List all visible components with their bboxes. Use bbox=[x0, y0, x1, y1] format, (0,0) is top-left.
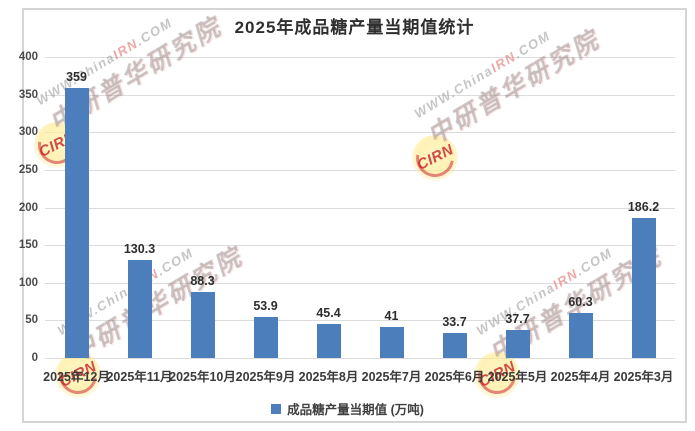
y-axis-tick-label: 50 bbox=[25, 314, 38, 327]
gridline bbox=[45, 169, 675, 171]
y-axis-tick-label: 150 bbox=[18, 239, 38, 252]
bar bbox=[505, 329, 530, 358]
bar-value-label: 88.3 bbox=[190, 273, 215, 288]
legend-label: 成品糖产量当期值 (万吨) bbox=[287, 403, 424, 417]
x-axis-category-label: 2025年6月 bbox=[424, 370, 485, 384]
x-axis-category-label: 2025年4月 bbox=[550, 370, 611, 384]
y-axis-tick-label: 300 bbox=[18, 126, 38, 139]
gridline bbox=[45, 94, 675, 96]
bar-series bbox=[45, 57, 675, 358]
bar-value-label: 359 bbox=[66, 69, 87, 84]
bar bbox=[442, 332, 467, 358]
x-axis-category-label: 2025年7月 bbox=[361, 370, 422, 384]
gridline bbox=[45, 132, 675, 134]
y-axis-tick-label: 0 bbox=[31, 352, 38, 364]
gridline bbox=[45, 207, 675, 209]
bar bbox=[379, 327, 404, 358]
legend: 成品糖产量当期值 (万吨) bbox=[0, 399, 695, 418]
y-axis-tick-label: 250 bbox=[18, 163, 38, 176]
x-axis-category-label: 2025年12月 bbox=[43, 370, 110, 384]
gridline-layer bbox=[45, 57, 675, 359]
x-axis-category-label: 2025年11月 bbox=[106, 370, 173, 384]
bar bbox=[316, 323, 341, 358]
bar bbox=[64, 87, 89, 358]
chart-title: 2025年成品糖产量当期值统计 bbox=[234, 18, 475, 37]
bar bbox=[127, 259, 152, 358]
bar-value-label: 60.3 bbox=[568, 294, 593, 309]
x-axis-category-label: 2025年8月 bbox=[298, 370, 359, 384]
y-axis-tick-label: 350 bbox=[18, 88, 38, 101]
x-axis-category-label: 2025年10月 bbox=[169, 370, 236, 384]
bar-value-label: 130.3 bbox=[123, 241, 156, 256]
bar bbox=[568, 312, 593, 358]
bar-value-label: 37.7 bbox=[505, 311, 530, 326]
bar-value-label: 33.7 bbox=[442, 314, 467, 329]
bar bbox=[631, 217, 656, 358]
x-axis-category-label: 2025年3月 bbox=[613, 370, 674, 384]
bar bbox=[190, 291, 215, 358]
y-axis-tick-label: 200 bbox=[18, 201, 38, 214]
bar bbox=[253, 317, 278, 358]
bar-value-label: 41 bbox=[384, 309, 399, 324]
gridline bbox=[45, 358, 675, 359]
legend-marker-icon bbox=[271, 403, 282, 414]
bar-value-label: 186.2 bbox=[627, 199, 660, 214]
gridline bbox=[45, 57, 675, 58]
y-axis-tick-label: 100 bbox=[18, 276, 38, 289]
gridline bbox=[45, 245, 675, 247]
gridline bbox=[45, 320, 675, 322]
x-axis-category-label: 2025年9月 bbox=[235, 370, 296, 384]
bar-value-label: 45.4 bbox=[316, 305, 341, 320]
bar-value-label: 53.9 bbox=[253, 299, 278, 314]
gridline bbox=[45, 282, 675, 284]
x-axis-category-label: 2025年5月 bbox=[487, 370, 548, 384]
y-axis-tick-label: 400 bbox=[18, 51, 38, 63]
